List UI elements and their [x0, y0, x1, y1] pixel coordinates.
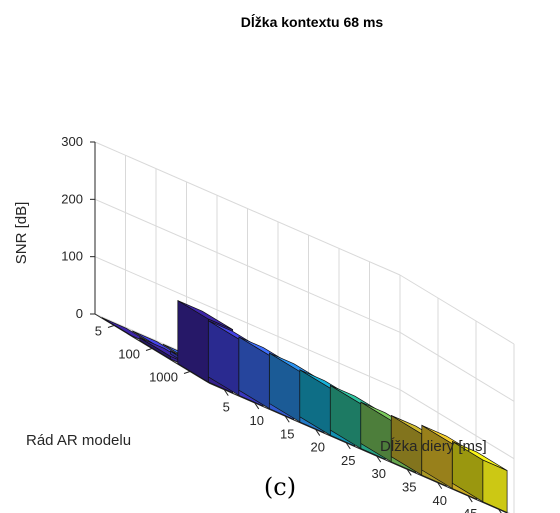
x-tick-mark	[406, 469, 412, 476]
chart-bars	[101, 299, 508, 513]
x-tick-label: 10	[250, 413, 264, 428]
z-tick-label: 100	[61, 249, 83, 264]
y-tick-label: 1000	[149, 370, 178, 385]
x-tick-label: 30	[372, 466, 386, 481]
x-tick-mark	[284, 415, 290, 423]
x-tick-mark	[223, 389, 229, 396]
y-tick-mark	[107, 325, 115, 328]
z-axis-label: SNR [dB]	[13, 202, 30, 265]
bar	[452, 440, 508, 513]
y-tick-label: 100	[118, 347, 140, 362]
bar-top-face	[177, 300, 233, 330]
x-tick-mark	[376, 455, 382, 463]
figure-caption: (c)	[264, 473, 296, 501]
x-tick-label: 35	[402, 479, 416, 494]
x-tick-label: 5	[223, 400, 230, 415]
x-axis-line	[208, 382, 509, 513]
z-tick-label: 300	[61, 134, 83, 149]
grid-line	[399, 331, 515, 402]
x-tick-mark	[437, 482, 443, 490]
x-tick-mark	[498, 509, 502, 513]
x-tick-label: 20	[311, 440, 325, 455]
y-tick-label: 5	[95, 324, 102, 339]
y-tick-mark	[183, 371, 191, 374]
x-tick-label: 45	[463, 506, 477, 513]
x-tick-mark	[467, 495, 473, 503]
x-tick-mark	[315, 429, 321, 436]
chart-tick-labels: 0100200300510152025303540455051001000	[61, 134, 502, 513]
z-tick-label: 0	[76, 306, 83, 321]
z-tick-label: 200	[61, 191, 83, 206]
bar-side-face	[299, 369, 331, 436]
y-tick-mark	[145, 348, 153, 351]
x-tick-label: 15	[280, 426, 294, 441]
x-tick-label: 25	[341, 453, 355, 468]
x-tick-label: 40	[433, 493, 447, 508]
grid-line	[399, 274, 515, 345]
x-tick-mark	[345, 442, 351, 450]
chart-title: Dĺžka kontextu 68 ms	[241, 13, 384, 30]
x-tick-mark	[254, 402, 260, 410]
y-axis-label: Rád AR modelu	[26, 432, 131, 449]
x-axis-label: Dĺžka diery [ms]	[380, 437, 487, 455]
bar-top-face	[452, 441, 508, 471]
grid-line	[399, 389, 515, 460]
